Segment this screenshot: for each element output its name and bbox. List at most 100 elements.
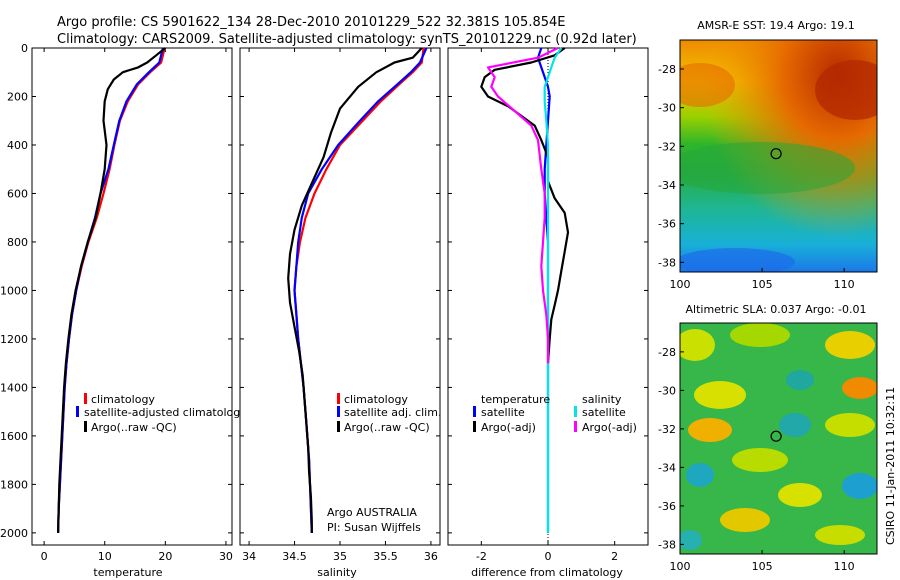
map-x-tick-label: 110	[834, 278, 855, 291]
series-line-salinity_satellite	[543, 47, 563, 533]
series-line-satellite	[293, 47, 428, 533]
sla-map-frame	[679, 322, 878, 555]
sla-anomaly	[732, 448, 788, 472]
sla-anomaly	[815, 525, 865, 545]
profile-location-marker	[770, 430, 782, 442]
temperature-panel-frame	[31, 47, 233, 546]
y-tick-label: 0	[21, 42, 28, 55]
sla-anomaly	[825, 413, 875, 437]
sst-warm-tongue	[680, 63, 735, 107]
series-line-argo	[287, 47, 423, 533]
sst-cool-patch	[680, 248, 795, 272]
x-tick-label: 35	[333, 550, 347, 563]
y-tick-label: 1000	[0, 284, 28, 297]
difference-xlabel: difference from climatology	[471, 566, 623, 579]
sla-anomaly	[686, 463, 714, 487]
map-y-tick-label: -30	[658, 102, 676, 115]
x-tick-label: 30	[219, 550, 233, 563]
map-y-tick-label: -32	[658, 140, 676, 153]
legend-marker-satellite	[76, 406, 79, 417]
legend-label: climatology	[344, 393, 408, 406]
legend-marker-t-argo	[473, 421, 476, 432]
legend-label: Argo(..raw -QC)	[91, 421, 177, 434]
x-tick-label: 2	[611, 550, 618, 563]
sla-map-field	[680, 323, 877, 554]
sst-warm-core	[815, 60, 877, 120]
sla-anomaly	[778, 483, 822, 507]
legend-marker-argo	[337, 421, 340, 432]
salinity-xlabel: salinity	[317, 566, 357, 579]
sla-anomaly	[842, 377, 877, 399]
map-y-tick-label: -30	[658, 384, 676, 397]
y-tick-label: 600	[7, 187, 28, 200]
salinity-panel-frame	[239, 47, 441, 546]
map-y-tick-label: -32	[658, 423, 676, 436]
float-owner-line1: Argo AUSTRALIA	[327, 506, 417, 519]
sst-map-title: AMSR-E SST: 19.4 Argo: 19.1	[697, 19, 855, 32]
y-tick-label: 400	[7, 139, 28, 152]
sla-anomaly	[786, 370, 814, 390]
sla-anomaly	[688, 418, 732, 442]
salinity-legend: climatology satellite adj. clim. Argo(..…	[337, 393, 441, 434]
map-y-tick-label: -34	[658, 461, 676, 474]
figure-title-line2: Climatology: CARS2009. Satellite-adjuste…	[57, 32, 637, 47]
sla-anomaly	[680, 329, 715, 361]
legend-marker-climatology	[84, 393, 87, 404]
legend-marker-s-satellite	[574, 406, 577, 417]
sla-field-anomalies	[680, 323, 877, 550]
sla-anomaly	[825, 331, 875, 359]
series-line-salinity_argo	[486, 47, 559, 364]
map-y-tick-label: -34	[658, 179, 676, 192]
legend-label: satellite	[582, 406, 626, 419]
map-x-tick-label: 110	[834, 560, 855, 573]
series-line-climatology	[57, 47, 166, 533]
y-tick-label: 1400	[0, 381, 28, 394]
y-tick-label: 2000	[0, 527, 28, 540]
series-line-satellite	[57, 47, 164, 533]
map-x-tick-label: 100	[670, 278, 691, 291]
figure-title-line1: Argo profile: CS 5901622_134 28-Dec-2010…	[57, 15, 565, 30]
sla-anomaly	[730, 323, 790, 347]
series-line-argo	[480, 47, 570, 364]
salinity-plot: 34 34.5 35 35.5 36	[240, 47, 440, 563]
sst-map-frame	[679, 39, 878, 273]
legend-label: satellite-adjusted climatolog	[84, 406, 240, 419]
legend-marker-t-satellite	[473, 406, 476, 417]
map-y-tick-label: -36	[658, 500, 676, 513]
x-tick-label: 0	[545, 550, 552, 563]
map-y-tick-label: -36	[658, 218, 676, 231]
temperature-plot: 0 10 20 30 0 200 400 600 800 1000 1200 1400 1600 1800…	[0, 42, 233, 563]
sla-map-axes: 100 105 110 -28 -30 -32 -34 -36 -38	[658, 346, 855, 573]
y-tick-label: 200	[7, 90, 28, 103]
x-tick-label: 0	[41, 550, 48, 563]
legend-label: Argo(..raw -QC)	[344, 421, 430, 434]
sla-anomaly	[720, 508, 770, 532]
sla-anomaly	[842, 473, 877, 499]
map-y-tick-label: -28	[658, 346, 676, 359]
difference-legend: temperature salinity satellite Argo(-adj…	[473, 393, 637, 434]
sst-green-band	[680, 142, 855, 194]
x-tick-label: 34.5	[282, 550, 307, 563]
map-y-tick-label: -38	[658, 538, 676, 551]
profile-location-marker	[770, 148, 782, 160]
map-y-tick-label: -28	[658, 63, 676, 76]
sla-anomaly	[694, 381, 746, 409]
csiro-timestamp: CSIRO 11-Jan-2011 10:32:11	[884, 387, 897, 545]
sst-map-field	[680, 40, 877, 272]
x-tick-label: 34	[242, 550, 256, 563]
x-tick-label: -2	[476, 550, 487, 563]
legend-marker-satellite	[337, 406, 340, 417]
sla-anomaly	[680, 530, 702, 550]
legend-heading-salinity: salinity	[582, 393, 622, 406]
map-y-tick-label: -38	[658, 256, 676, 269]
x-tick-label: 35.5	[373, 550, 398, 563]
sla-map-title: Altimetric SLA: 0.037 Argo: -0.01	[686, 303, 867, 316]
temperature-legend: climatology satellite-adjusted climatolo…	[76, 393, 240, 434]
legend-marker-climatology	[337, 393, 340, 404]
legend-label: Argo(-adj)	[481, 421, 536, 434]
legend-label: climatology	[91, 393, 155, 406]
sla-anomaly	[779, 413, 811, 437]
y-tick-label: 1200	[0, 333, 28, 346]
map-x-tick-label: 100	[670, 560, 691, 573]
